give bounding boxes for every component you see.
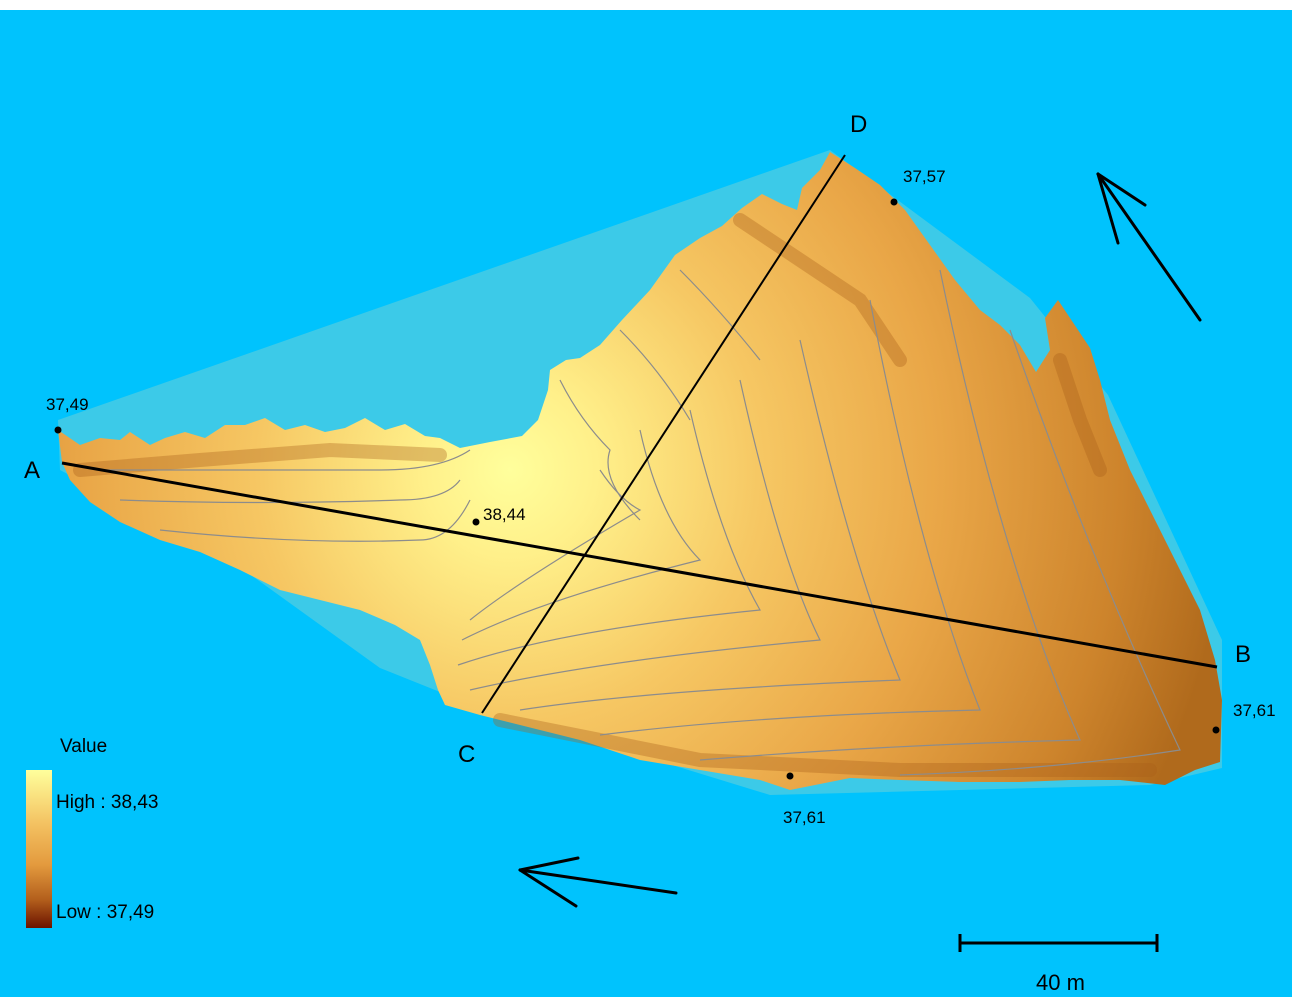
elevation-dot-center [473, 519, 480, 526]
legend-high-label: High : 38,43 [56, 792, 158, 813]
legend-color-ramp [26, 770, 52, 928]
point-c-label: C [458, 741, 475, 768]
scale-bar-label: 40 m [1036, 970, 1085, 995]
point-d-label: D [850, 111, 867, 138]
elevation-label-bottom: 37,61 [783, 808, 826, 827]
legend-low-label: Low : 37,49 [56, 902, 154, 923]
point-a-label: A [24, 457, 40, 484]
legend-title: Value [60, 736, 107, 757]
elevation-label-b: 37,61 [1233, 701, 1276, 720]
elevation-dot-d [891, 199, 898, 206]
elevation-dot-b [1213, 727, 1220, 734]
elevation-label-d: 37,57 [903, 167, 946, 186]
elevation-dot-a [55, 427, 62, 434]
elevation-label-a: 37,49 [46, 395, 89, 414]
elevation-label-center: 38,44 [483, 505, 526, 524]
elevation-dot-bottom [787, 773, 794, 780]
point-b-label: B [1235, 641, 1251, 668]
